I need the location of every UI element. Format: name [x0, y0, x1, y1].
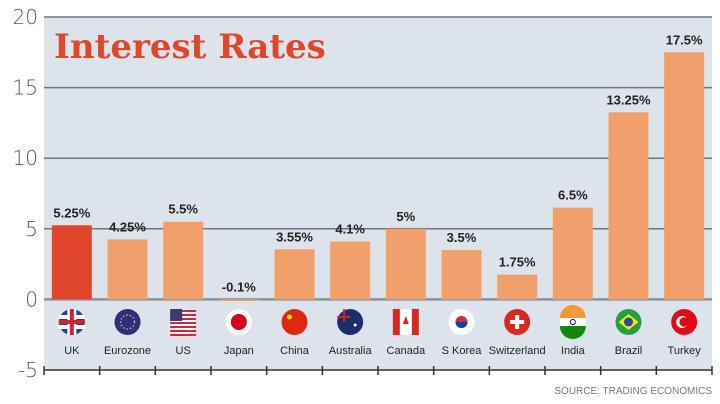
eu-flag-icon: [114, 309, 141, 335]
data-label: 17.5%: [666, 32, 703, 47]
bar-china: [274, 249, 315, 300]
y-tick-label: 20: [13, 5, 38, 29]
china-flag-icon: [281, 309, 308, 335]
bar-canada: [385, 228, 426, 300]
data-label: 4.1%: [335, 222, 365, 237]
japan-flag-icon: [225, 309, 252, 335]
bar-us: [163, 221, 204, 300]
switzerland-flag-icon: [504, 309, 531, 335]
category-label: US: [176, 345, 191, 357]
data-label: 3.55%: [276, 229, 313, 244]
data-label: 5%: [396, 209, 415, 224]
category-label: Brazil: [615, 345, 643, 357]
data-label: 1.75%: [499, 255, 536, 270]
data-label: 5.5%: [168, 202, 198, 217]
bar-uk: [51, 225, 92, 300]
us-flag-icon: [170, 309, 197, 336]
source-note: SOURCE: TRADING ECONOMICS: [554, 386, 712, 397]
category-label: India: [561, 345, 586, 357]
data-label: 3.5%: [447, 230, 477, 245]
bar-brazil: [608, 112, 649, 300]
uk-flag-icon: [58, 309, 85, 335]
y-tick-label: 15: [13, 76, 38, 100]
category-label: Eurozone: [104, 345, 151, 357]
bar-india: [552, 207, 593, 300]
canada-flag-icon: [392, 309, 419, 335]
bar-eurozone: [107, 239, 148, 300]
category-label: S Korea: [442, 345, 483, 357]
bar-japan: [218, 299, 259, 301]
category-label: Switzerland: [489, 345, 546, 357]
data-label: -0.1%: [222, 279, 256, 294]
south-korea-flag-icon: [448, 309, 475, 335]
chart-title: Interest Rates: [54, 27, 326, 67]
bar-switzerland: [497, 274, 538, 300]
data-label: 6.5%: [558, 188, 588, 203]
category-label: Japan: [224, 345, 254, 357]
category-label: Turkey: [668, 345, 702, 357]
bar-turkey: [664, 52, 705, 300]
australia-flag-icon: [337, 309, 364, 335]
category-label: China: [280, 345, 310, 357]
y-tick-label: -5: [18, 358, 38, 382]
y-tick-label: 0: [25, 287, 38, 311]
bar-australia: [330, 241, 371, 300]
turkey-flag-icon: [671, 309, 698, 335]
plot-background: [44, 17, 712, 370]
bar-s-korea: [441, 249, 482, 300]
category-label: Australia: [329, 345, 373, 357]
y-tick-label: 10: [13, 146, 38, 170]
brazil-flag-icon: [615, 309, 642, 335]
data-label: 4.25%: [109, 219, 146, 234]
category-label: UK: [64, 345, 80, 357]
category-label: Canada: [387, 345, 426, 357]
india-flag-icon: [559, 305, 586, 339]
data-label: 13.25%: [606, 92, 651, 107]
y-tick-label: 5: [25, 217, 38, 241]
data-label: 5.25%: [53, 205, 90, 220]
